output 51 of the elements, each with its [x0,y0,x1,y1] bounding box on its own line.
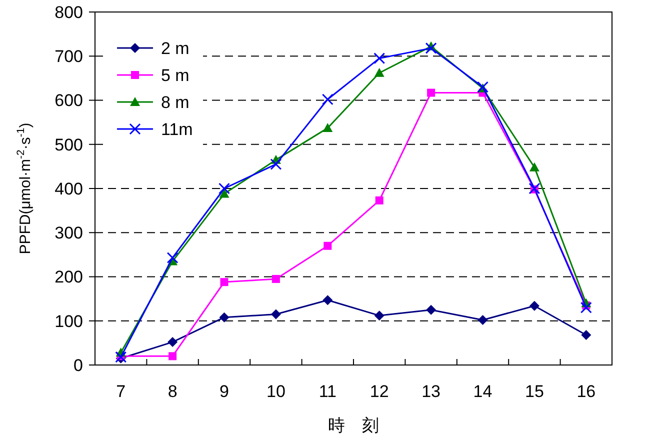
y-tick-label: 400 [54,179,83,198]
legend-label: 2 m [161,39,190,58]
x-tick-label: 16 [576,382,596,401]
y-tick-label: 100 [54,312,83,331]
point [528,182,540,194]
y-tick-label: 800 [54,2,83,22]
x-tick-label: 9 [220,382,229,401]
point [374,68,384,77]
y-tick-label: 500 [54,135,83,154]
point [322,295,333,306]
point [375,196,384,204]
point [426,304,436,315]
x-tick-label: 11 [318,382,336,401]
x-tick-label: 10 [266,382,286,401]
point [529,300,540,311]
x-tick-label: 12 [370,382,389,401]
point [272,274,280,283]
point [427,88,436,97]
x-tick-label: 8 [168,382,178,401]
point [166,252,178,264]
point [220,278,228,286]
x-axis-title: 時 刻 [328,416,379,435]
point [270,158,282,170]
point [218,182,230,194]
point [580,302,592,314]
point [322,123,333,132]
point [374,52,386,64]
point [374,310,384,321]
point [219,188,230,198]
point [425,42,437,54]
y-tick-label: 600 [54,91,83,110]
point [219,312,230,322]
legend-label: 5 m [161,66,190,85]
legend-label: 8 m [161,93,190,112]
x-tick-label: 7 [116,382,126,401]
point [324,242,332,250]
x-tick-label: 15 [524,382,544,401]
legend-label: 11m [161,120,193,139]
y-tick-label: 700 [54,47,83,66]
point [322,94,334,106]
point [529,162,540,172]
x-tick-label: 14 [473,382,492,401]
y-tick-label: 200 [54,268,83,287]
x-tick-label: 13 [422,382,441,401]
y-tick-label: 300 [54,224,83,243]
y-tick-label: 0 [74,356,83,375]
point [581,330,592,340]
point [168,352,177,360]
point [270,309,281,320]
point [168,337,178,348]
point [478,314,488,325]
